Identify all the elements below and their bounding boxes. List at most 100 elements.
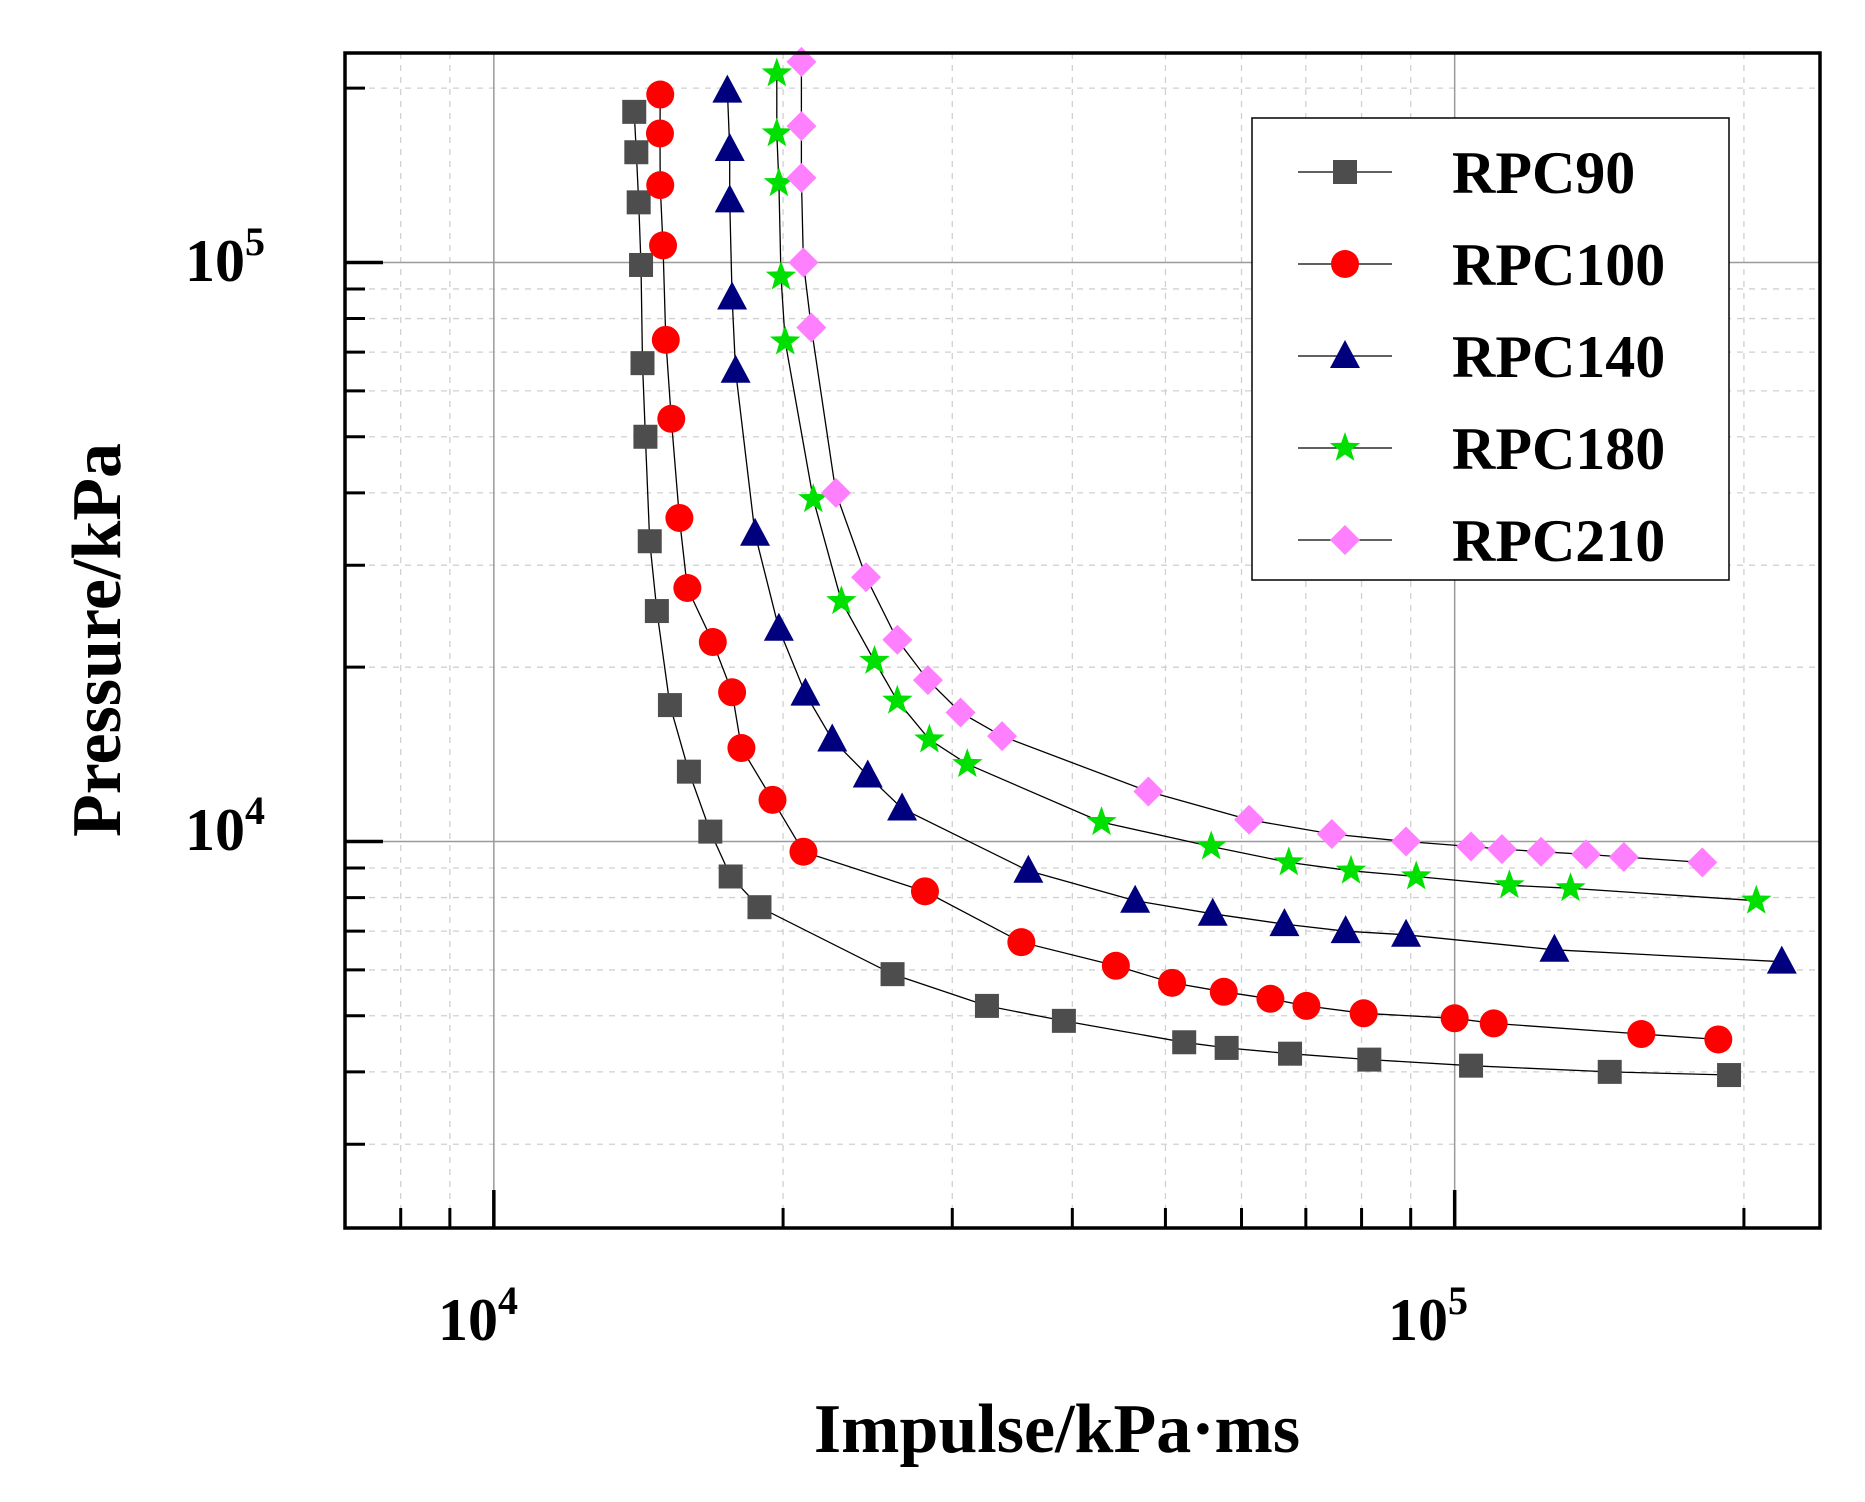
data-point-RPC100 <box>1209 977 1238 1006</box>
legend-label-RPC90: RPC90 <box>1452 140 1635 206</box>
x-axis-title: Impulse/kPa·ms <box>814 1391 1300 1468</box>
data-point-RPC140 <box>1013 854 1044 883</box>
data-point-RPC140 <box>1539 933 1570 962</box>
data-point-RPC90 <box>747 895 772 920</box>
data-point-RPC100 <box>718 678 747 707</box>
legend-label-RPC100: RPC100 <box>1452 232 1665 298</box>
series-layer <box>622 46 1797 1088</box>
data-point-RPC210 <box>1608 842 1639 873</box>
data-point-RPC180 <box>826 585 857 615</box>
data-point-RPC180 <box>952 748 983 778</box>
data-point-RPC210 <box>1391 826 1422 857</box>
data-point-RPC210 <box>788 247 819 278</box>
data-point-RPC100 <box>646 80 675 109</box>
data-point-RPC100 <box>649 231 678 260</box>
data-point-RPC100 <box>1704 1025 1733 1054</box>
data-point-RPC140 <box>714 133 745 162</box>
data-point-RPC180 <box>914 723 945 753</box>
y-tick-label-1e5: 105 <box>185 219 265 294</box>
data-point-RPC140 <box>1330 915 1361 944</box>
data-point-RPC100 <box>1256 984 1285 1013</box>
data-point-RPC100 <box>1627 1020 1656 1049</box>
data-point-RPC140 <box>740 517 771 546</box>
data-point-RPC210 <box>1316 819 1347 850</box>
data-point-RPC210 <box>851 562 882 593</box>
data-point-RPC210 <box>1687 847 1718 878</box>
legend-entry-RPC100: RPC100 <box>1298 232 1665 298</box>
data-point-RPC210 <box>796 312 827 343</box>
data-point-RPC90 <box>1214 1035 1239 1060</box>
data-point-RPC90 <box>1278 1041 1303 1066</box>
data-point-RPC210 <box>882 624 913 655</box>
data-point-RPC140 <box>1766 945 1797 974</box>
data-point-RPC210 <box>1571 839 1602 870</box>
data-point-RPC100 <box>1158 968 1187 997</box>
data-point-RPC100 <box>645 119 674 148</box>
x-tick-label-1e5: 105 <box>1388 1278 1468 1353</box>
data-point-RPC90 <box>1357 1047 1382 1072</box>
y-axis-title: Pressure/kPa <box>59 443 136 837</box>
data-point-RPC90 <box>676 759 701 784</box>
data-point-RPC90 <box>698 819 723 844</box>
data-point-RPC100 <box>651 325 680 354</box>
legend-label-RPC180: RPC180 <box>1452 416 1665 482</box>
data-point-RPC90 <box>637 529 662 554</box>
data-point-RPC180 <box>763 167 795 197</box>
data-point-RPC90 <box>974 993 999 1018</box>
data-point-RPC180 <box>1196 830 1227 860</box>
data-point-RPC180 <box>765 260 797 290</box>
data-point-RPC140 <box>720 354 751 383</box>
data-point-RPC210 <box>1234 804 1265 835</box>
data-point-RPC90 <box>1597 1059 1622 1084</box>
data-point-RPC140 <box>1120 884 1151 913</box>
data-point-RPC140 <box>1197 897 1228 926</box>
data-point-RPC90 <box>1717 1063 1742 1088</box>
data-point-RPC90 <box>657 693 682 718</box>
data-point-RPC210 <box>1133 776 1164 807</box>
data-point-RPC210 <box>786 111 817 142</box>
legend-entry-RPC140: RPC140 <box>1298 324 1665 390</box>
data-point-RPC90 <box>1172 1030 1197 1055</box>
data-point-RPC140 <box>852 759 883 788</box>
data-point-RPC210 <box>987 721 1018 752</box>
data-point-RPC100 <box>789 837 818 866</box>
data-point-RPC140 <box>887 792 918 821</box>
legend-marker-RPC140 <box>1330 340 1360 368</box>
data-point-RPC180 <box>769 325 801 355</box>
series-RPC180 <box>761 57 1772 914</box>
data-point-RPC180 <box>882 684 913 714</box>
data-point-RPC210 <box>786 162 817 193</box>
data-point-RPC100 <box>910 877 939 906</box>
data-point-RPC210 <box>912 665 943 696</box>
data-point-RPC140 <box>1391 918 1422 947</box>
data-point-RPC140 <box>790 677 821 706</box>
legend-box <box>1251 117 1730 581</box>
data-point-RPC140 <box>717 281 748 310</box>
legend-entry-RPC180: RPC180 <box>1298 416 1665 482</box>
data-point-RPC90 <box>1051 1008 1076 1033</box>
data-point-RPC180 <box>761 57 792 87</box>
legend-marker-RPC180 <box>1329 432 1361 461</box>
y-tick-labels: 105 104 <box>185 219 265 863</box>
data-point-RPC140 <box>817 723 848 752</box>
data-point-RPC140 <box>763 612 794 641</box>
data-point-RPC140 <box>1269 908 1300 937</box>
data-point-RPC180 <box>1741 884 1772 914</box>
data-point-RPC180 <box>859 645 890 674</box>
legend-entry-RPC210: RPC210 <box>1298 508 1665 574</box>
data-point-RPC90 <box>624 140 649 165</box>
data-point-RPC180 <box>1555 872 1586 902</box>
data-point-RPC100 <box>1349 999 1378 1028</box>
legend-marker-RPC100 <box>1331 250 1359 278</box>
series-RPC100 <box>645 80 1733 1054</box>
data-point-RPC100 <box>1292 991 1321 1020</box>
data-point-RPC100 <box>1479 1009 1508 1038</box>
series-RPC90 <box>622 99 1742 1088</box>
data-point-RPC180 <box>761 117 792 147</box>
data-point-RPC100 <box>665 503 694 532</box>
data-point-RPC210 <box>1526 836 1557 867</box>
data-point-RPC100 <box>657 404 686 433</box>
data-point-RPC140 <box>712 74 743 103</box>
data-point-RPC90 <box>1459 1053 1484 1078</box>
